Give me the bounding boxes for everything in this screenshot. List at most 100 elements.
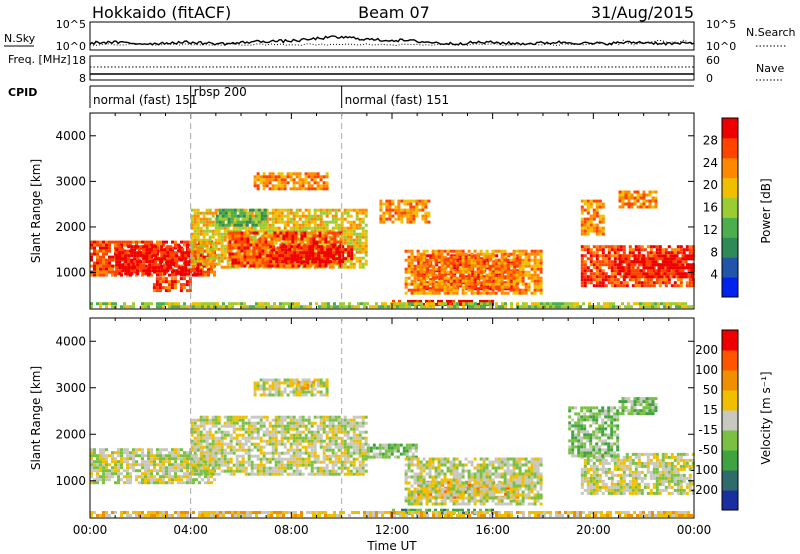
power-cell-2 <box>268 226 272 230</box>
power-cell-9 <box>452 261 456 265</box>
power-cell-5 <box>325 184 329 188</box>
power-cell-3 <box>312 237 316 241</box>
power-cell-2 <box>358 235 362 239</box>
power-cell-13 <box>589 214 593 218</box>
velocity-cell-0 <box>102 472 105 476</box>
power-cell-16 <box>654 305 657 309</box>
power-cell-9 <box>461 258 465 262</box>
power-cell-16 <box>213 305 216 309</box>
power-cell-2 <box>226 244 230 248</box>
velocity-cell-0 <box>180 463 183 467</box>
power-cell-11 <box>667 245 671 249</box>
power-cell-2 <box>217 232 221 236</box>
power-cell-9 <box>497 285 501 289</box>
power-cell-1 <box>133 269 137 273</box>
velocity-cell-0 <box>153 466 156 470</box>
velocity-cell-0 <box>138 481 141 485</box>
power-cell-11 <box>607 278 611 282</box>
power-cell-12 <box>627 254 631 258</box>
velocity-cell-0 <box>189 463 192 467</box>
power-cell-15 <box>167 280 171 284</box>
power-cell-9 <box>428 291 432 295</box>
power-cell-16 <box>669 305 672 309</box>
power-cell-7 <box>415 199 419 203</box>
velocity-cell-1 <box>205 436 209 440</box>
power-cell-9 <box>515 273 519 277</box>
power-cell-10 <box>434 302 437 306</box>
power-cell-3 <box>294 237 298 241</box>
power-cell-5 <box>280 184 284 188</box>
velocity-cell-1 <box>193 472 197 476</box>
power-cell-7 <box>424 205 428 209</box>
power-cell-7 <box>394 208 398 212</box>
power-cell-4 <box>314 254 318 258</box>
power-cell-2 <box>304 223 308 227</box>
power-cell-2 <box>274 211 278 215</box>
power-cell-8 <box>486 284 490 288</box>
power-cell-7 <box>403 208 407 212</box>
velocity-cell-0 <box>138 454 141 458</box>
power-cell-2 <box>271 226 275 230</box>
power-cell-11 <box>676 260 680 264</box>
power-cell-11 <box>625 281 629 285</box>
power-cell-11 <box>583 260 587 264</box>
power-cell-16 <box>606 302 609 306</box>
power-cell-11 <box>589 275 593 279</box>
power-cell-3 <box>255 240 259 244</box>
power-cell-14 <box>621 190 625 194</box>
power-cell-2 <box>250 253 254 257</box>
power-cell-2 <box>193 259 197 263</box>
power-cell-7 <box>379 217 383 221</box>
power-cell-8 <box>435 269 439 273</box>
power-cell-2 <box>295 214 299 218</box>
power-cell-2 <box>196 256 200 260</box>
velocity-cell-0 <box>141 466 144 470</box>
power-cell-16 <box>450 305 453 309</box>
power-cell-9 <box>500 249 504 253</box>
power-cell-6 <box>233 208 237 212</box>
power-cell-2 <box>352 256 356 260</box>
power-cell-0 <box>90 246 93 250</box>
power-cell-3 <box>231 252 235 256</box>
power-cell-13 <box>598 199 602 203</box>
power-cell-3 <box>288 234 292 238</box>
velocity-cell-0 <box>114 463 117 467</box>
power-cell-9 <box>422 270 426 274</box>
power-cell-7 <box>379 205 383 209</box>
power-cell-0 <box>189 258 192 262</box>
power-cell-3 <box>258 252 262 256</box>
power-cell-11 <box>685 281 689 285</box>
power-cell-13 <box>601 205 605 209</box>
power-cell-0 <box>108 246 111 250</box>
power-cell-3 <box>261 264 265 268</box>
velocity-cell-0 <box>159 463 162 467</box>
power-cell-8 <box>453 266 457 270</box>
power-cell-2 <box>322 229 326 233</box>
power-cell-5 <box>307 187 311 191</box>
velocity-cell-0 <box>168 469 171 473</box>
power-cell-5 <box>262 178 266 182</box>
velocity-cell-1 <box>211 445 215 449</box>
power-cell-16 <box>210 302 213 306</box>
power-cell-4 <box>269 257 273 261</box>
power-cell-3 <box>300 240 304 244</box>
power-cell-2 <box>205 244 209 248</box>
power-cell-2 <box>205 265 209 269</box>
power-cell-11 <box>625 284 629 288</box>
power-cell-9 <box>407 258 411 262</box>
power-cell-3 <box>237 252 241 256</box>
power-cell-2 <box>271 223 275 227</box>
power-cell-8 <box>471 272 475 276</box>
velocity-cell-0 <box>180 481 183 485</box>
velocity-cell-0 <box>93 451 96 455</box>
power-cell-16 <box>690 305 693 309</box>
power-cell-16 <box>273 305 276 309</box>
power-cell-2 <box>202 244 206 248</box>
power-cell-12 <box>642 257 646 261</box>
power-cell-16 <box>645 302 648 306</box>
velocity-cell-0 <box>126 481 129 485</box>
power-cell-16 <box>198 302 201 306</box>
velocity-cell-1 <box>199 463 203 467</box>
power-cell-1 <box>151 263 155 267</box>
power-cell-0 <box>126 243 129 247</box>
